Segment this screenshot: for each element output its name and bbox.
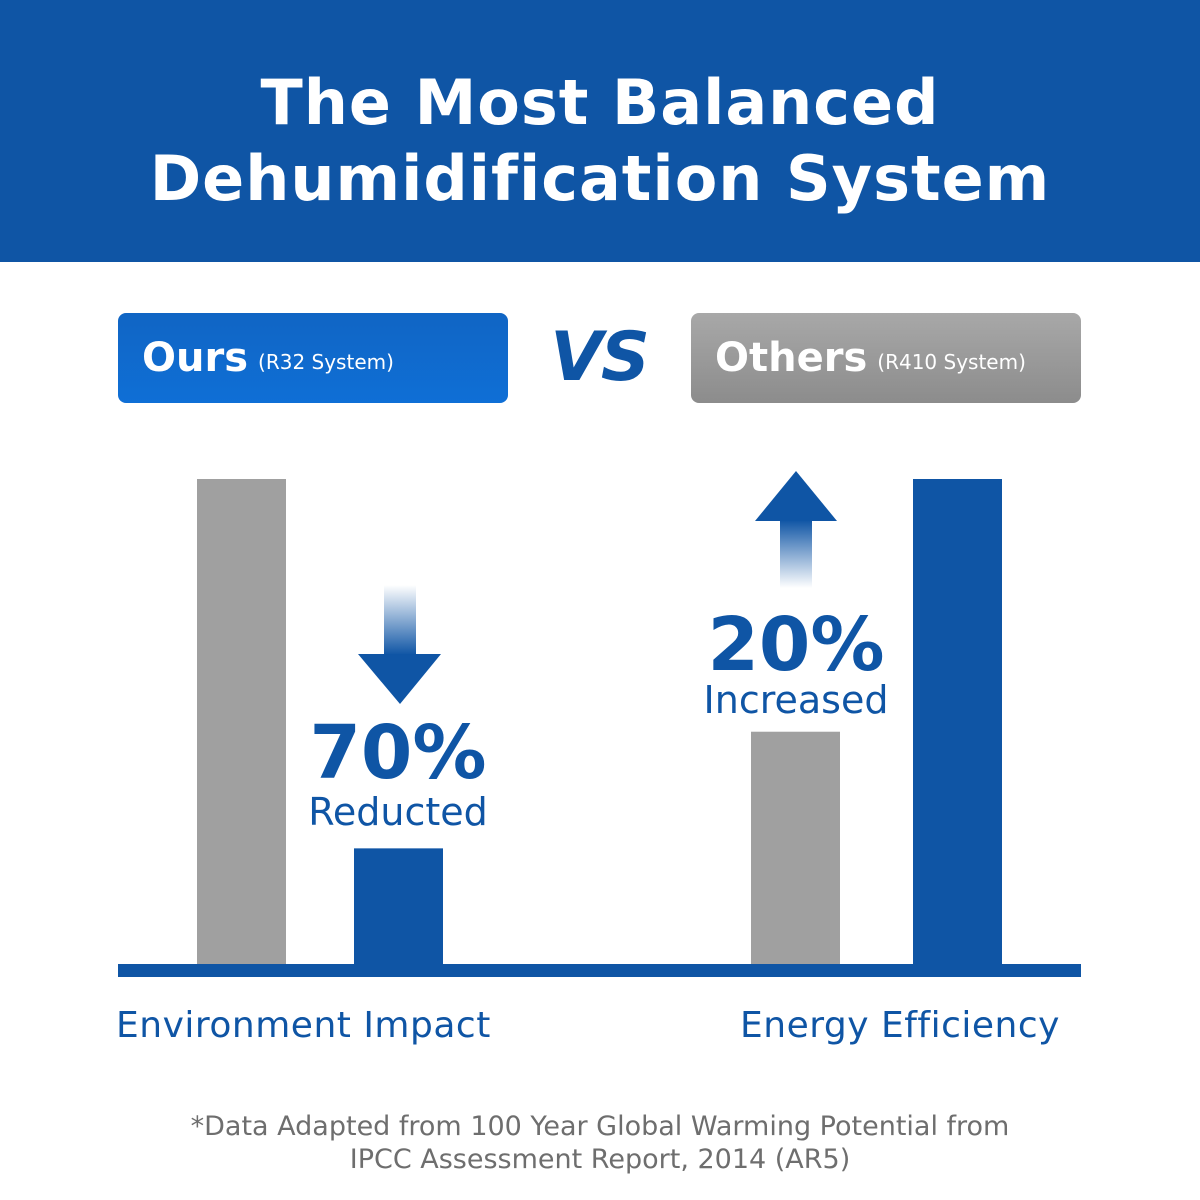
footnote: *Data Adapted from 100 Year Global Warmi… [0, 1110, 1200, 1176]
bar-ours-environment-impact [354, 848, 443, 965]
legend-ours-sub: (R32 System) [258, 350, 394, 374]
annotation-label-environment: Reducted [308, 790, 488, 834]
annotation-value-environment: 70% [309, 710, 487, 796]
annotation-label-energy: Increased [703, 678, 889, 722]
down-arrow-icon [358, 585, 441, 704]
x-axis-line [118, 964, 1081, 977]
legend-others-sub: (R410 System) [877, 350, 1026, 374]
page-title-line-1: The Most Balanced [260, 66, 940, 139]
vs-label: VS [550, 318, 650, 397]
bar-ours-energy-efficiency [913, 479, 1002, 965]
category-label-energy: Energy Efficiency [740, 1005, 1060, 1046]
legend-ours: Ours (R32 System) [118, 313, 508, 403]
bar-others-energy-efficiency [751, 731, 840, 965]
legend-others-name: Others [715, 335, 868, 381]
annotation-value-energy: 20% [707, 602, 885, 688]
legend-ours-name: Ours [142, 335, 249, 381]
header-banner: The Most Balanced Dehumidification Syste… [0, 0, 1200, 262]
footnote-line-1: *Data Adapted from 100 Year Global Warmi… [190, 1111, 1010, 1142]
footnote-line-2: IPCC Assessment Report, 2014 (AR5) [349, 1144, 851, 1175]
page-title-line-2: Dehumidification System [149, 142, 1051, 215]
category-label-environment: Environment Impact [116, 1005, 491, 1046]
legend-others: Others (R410 System) [691, 313, 1081, 403]
up-arrow-icon [755, 471, 837, 588]
bar-others-environment-impact [197, 479, 286, 965]
